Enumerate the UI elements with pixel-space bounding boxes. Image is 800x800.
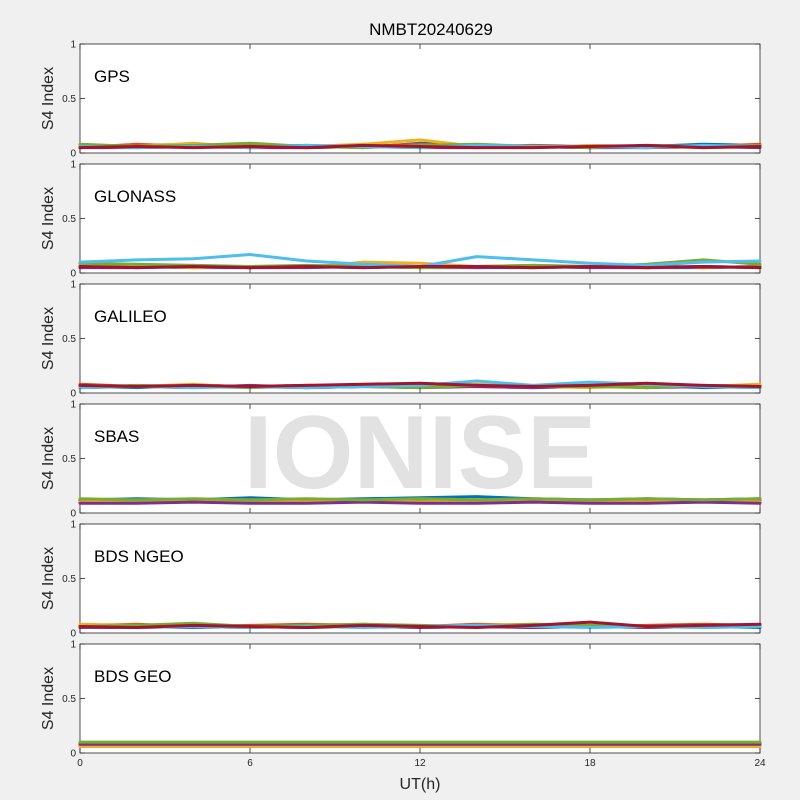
x-tick-label: 24 bbox=[754, 758, 766, 769]
y-axis-label: S4 Index bbox=[40, 307, 57, 370]
y-axis-label: S4 Index bbox=[40, 667, 57, 730]
series-line bbox=[78, 143, 762, 150]
plot-area bbox=[79, 283, 761, 394]
x-tick-label: 12 bbox=[414, 758, 426, 769]
plot-area bbox=[79, 163, 761, 274]
y-axis-label: S4 Index bbox=[40, 67, 57, 130]
panel-sbas: 0 0.5 1 S4 Index SBAS bbox=[40, 400, 762, 520]
plot-area bbox=[79, 403, 761, 514]
series-line bbox=[78, 500, 762, 505]
y-tick-label: 0 bbox=[70, 269, 76, 280]
plot-area bbox=[79, 43, 761, 154]
y-axis-label: S4 Index bbox=[40, 427, 57, 490]
panel-title: GLONASS bbox=[94, 187, 176, 206]
panel-title: GPS bbox=[94, 67, 130, 86]
panel-title: BDS GEO bbox=[94, 667, 171, 686]
y-tick-label: 0.5 bbox=[62, 694, 76, 705]
panel-bds-ngeo: 0 0.5 1 S4 Index BDS NGEO bbox=[40, 520, 762, 640]
y-tick-label: 1 bbox=[70, 160, 76, 171]
y-tick-label: 1 bbox=[70, 520, 76, 531]
series-line bbox=[78, 381, 762, 388]
y-tick-label: 1 bbox=[70, 640, 76, 651]
panels-group: 0 0.5 1 S4 Index GPS 0 0.5 1 S4 Index GLONASS 0 0.5… bbox=[40, 40, 766, 770]
y-tick-label: 0 bbox=[70, 389, 76, 400]
watermark-text: IONISE bbox=[244, 395, 597, 511]
y-axis-label: S4 Index bbox=[40, 547, 57, 610]
y-tick-label: 1 bbox=[70, 400, 76, 411]
x-axis-label: UT(h) bbox=[400, 776, 441, 793]
plot-area bbox=[79, 643, 761, 754]
panel-title: SBAS bbox=[94, 427, 139, 446]
panel-bds-geo: 0 0.5 1 0 6 12 18 24 S4 Index BDS GEO bbox=[40, 640, 766, 770]
y-tick-label: 0.5 bbox=[62, 454, 76, 465]
y-tick-label: 0 bbox=[70, 509, 76, 520]
y-tick-label: 0 bbox=[70, 149, 76, 160]
panel-title: BDS NGEO bbox=[94, 547, 184, 566]
x-tick-label: 18 bbox=[584, 758, 596, 769]
series-line bbox=[78, 497, 762, 502]
panel-glonass: 0 0.5 1 S4 Index GLONASS bbox=[40, 160, 762, 280]
x-tick-label: 0 bbox=[77, 758, 83, 769]
y-tick-label: 0.5 bbox=[62, 94, 76, 105]
figure-title: NMBT20240629 bbox=[369, 20, 493, 39]
panel-title: GALILEO bbox=[94, 307, 167, 326]
plot-area bbox=[79, 523, 761, 634]
panel-galileo: 0 0.5 1 S4 Index GALILEO bbox=[40, 280, 762, 400]
series-line bbox=[78, 620, 762, 629]
y-tick-label: 0.5 bbox=[62, 214, 76, 225]
y-tick-label: 0 bbox=[70, 749, 76, 760]
series-line bbox=[78, 265, 762, 270]
y-tick-label: 0.5 bbox=[62, 574, 76, 585]
y-tick-label: 1 bbox=[70, 40, 76, 51]
panel-gps: 0 0.5 1 S4 Index GPS bbox=[40, 40, 762, 160]
y-axis-label: S4 Index bbox=[40, 187, 57, 250]
y-tick-label: 1 bbox=[70, 280, 76, 291]
y-tick-label: 0.5 bbox=[62, 334, 76, 345]
x-tick-label: 6 bbox=[247, 758, 253, 769]
y-tick-label: 0 bbox=[70, 629, 76, 640]
